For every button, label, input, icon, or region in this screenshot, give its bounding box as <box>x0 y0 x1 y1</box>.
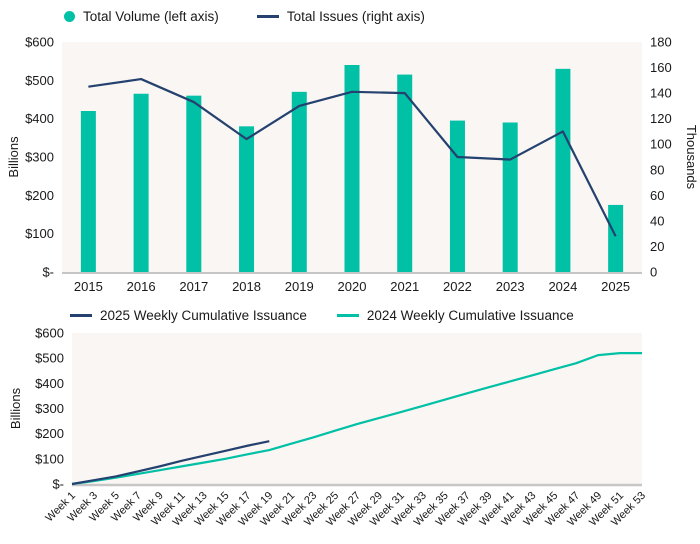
chart2-left-axis-tick: $- <box>52 477 64 492</box>
chart1-left-axis-tick: $600 <box>25 35 54 50</box>
bar-2017 <box>186 95 202 273</box>
legend-label-total-volume: Total Volume (left axis) <box>83 9 219 24</box>
chart1-x-tick: 2020 <box>338 279 367 294</box>
legend-item-total-volume: Total Volume (left axis) <box>64 9 219 24</box>
chart1-right-axis-tick: 120 <box>650 111 672 126</box>
chart1-x-tick: 2016 <box>127 279 156 294</box>
chart1-left-axis-tick: $500 <box>25 73 54 88</box>
bar-2019 <box>291 91 307 272</box>
chart1-left-axis-tick: $100 <box>25 226 54 241</box>
legend-label-2025-issuance: 2025 Weekly Cumulative Issuance <box>100 308 307 323</box>
chart1-x-tick: 2017 <box>179 279 208 294</box>
chart1-x-tick: 2023 <box>496 279 525 294</box>
chart1-right-axis-tick: 180 <box>650 35 672 50</box>
chart1-right-axis-title: Thousands <box>684 125 699 190</box>
chart1-right-axis-tick: 40 <box>650 213 664 228</box>
bar-2016 <box>133 93 149 272</box>
chart2-plot-area <box>72 333 642 484</box>
chart1-legend: Total Volume (left axis) Total Issues (r… <box>64 9 425 24</box>
chart1-right-axis-tick: 160 <box>650 60 672 75</box>
legend-label-2024-issuance: 2024 Weekly Cumulative Issuance <box>366 308 574 323</box>
chart2-left-axis-tick: $300 <box>35 401 64 416</box>
bar-2024 <box>555 68 571 272</box>
chart1-left-axis-tick: $- <box>42 265 54 280</box>
chart2-left-axis-title: Billions <box>8 387 23 429</box>
total-issues-line <box>88 77 617 237</box>
legend-item-2024-issuance: 2024 Weekly Cumulative Issuance <box>336 308 574 323</box>
bar-2022 <box>449 120 465 272</box>
bar-2020 <box>344 65 360 272</box>
total-issues-line-icon <box>256 15 279 18</box>
chart1-right-axis-tick: 80 <box>650 162 664 177</box>
chart1-x-tick: 2015 <box>74 279 103 294</box>
chart1-x-tick: 2025 <box>601 279 630 294</box>
bar-2025 <box>608 204 624 272</box>
chart1-right-axis-tick: 60 <box>650 188 664 203</box>
legend-item-total-issues: Total Issues (right axis) <box>256 9 425 24</box>
chart2-left-axis-tick: $600 <box>35 326 64 341</box>
chart1-left-axis-title: Billions <box>6 136 21 178</box>
chart2-left-axis-tick: $400 <box>35 376 64 391</box>
total-volume-dot-icon <box>64 11 75 22</box>
chart2-left-axis-tick: $500 <box>35 351 64 366</box>
chart2-legend: 2025 Weekly Cumulative Issuance 2024 Wee… <box>70 308 574 323</box>
chart1-left-axis-tick: $200 <box>25 188 54 203</box>
chart1-right-axis-tick: 0 <box>650 265 657 280</box>
chart1-x-tick: 2018 <box>232 279 261 294</box>
issuance-2025-line-icon <box>70 314 92 317</box>
cumulative-line-2024 <box>71 352 642 486</box>
bar-2018 <box>239 126 255 272</box>
chart1-x-tick: 2022 <box>443 279 472 294</box>
chart1-canvas: $600 $500 $400 $300 $200 $100 $- 180 160 140 120 10… <box>6 35 699 295</box>
chart1-right-axis-tick: 100 <box>650 137 672 152</box>
legend-label-total-issues: Total Issues (right axis) <box>286 9 425 24</box>
bar-2021 <box>397 74 413 272</box>
bar-2015 <box>80 111 96 272</box>
bar-2023 <box>502 122 518 272</box>
legend-item-2025-issuance: 2025 Weekly Cumulative Issuance <box>70 308 307 323</box>
chart1-left-axis-tick: $300 <box>25 150 54 165</box>
chart2-left-axis-tick: $200 <box>35 426 64 441</box>
chart2-left-axis-tick: $100 <box>35 451 64 466</box>
chart1-x-tick: 2024 <box>548 279 577 294</box>
chart1-right-axis-tick: 20 <box>650 239 664 254</box>
chart1-x-tick: 2019 <box>285 279 314 294</box>
chart1-right-axis-tick: 140 <box>650 86 672 101</box>
cumulative-line-2025 <box>71 440 270 486</box>
chart1-left-axis-tick: $400 <box>25 111 54 126</box>
issuance-2024-line-icon <box>336 314 359 317</box>
chart1-x-tick: 2021 <box>390 279 419 294</box>
